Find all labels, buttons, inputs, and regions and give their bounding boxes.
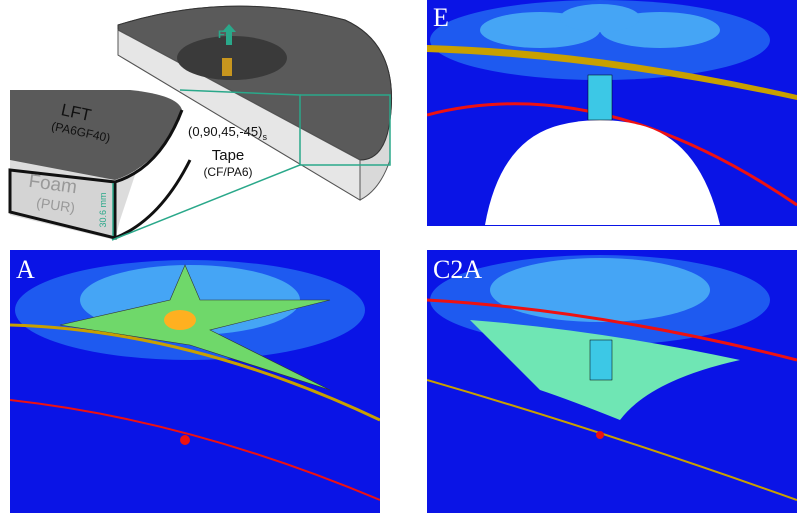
panel-label: C2A [433, 255, 482, 284]
shape [590, 340, 612, 380]
shape [560, 4, 640, 32]
force-label: F [218, 29, 225, 41]
shape [164, 310, 196, 330]
figure: F LFT (PA6GF40) (0,90,45,-45)s Tape (CF/… [0, 0, 797, 513]
shape: (0,90,45,-45) [188, 124, 262, 139]
panel-c2a: C2A [427, 250, 797, 513]
shape [490, 258, 710, 322]
shape [596, 431, 604, 439]
shape: s [262, 132, 267, 142]
tape-material: (CF/PA6) [203, 165, 252, 179]
panel-e: E [427, 0, 797, 226]
shape [588, 75, 612, 120]
panel-label: A [16, 255, 35, 284]
panel-label: E [433, 3, 449, 32]
thickness-label: 30.6 mm [98, 192, 108, 227]
layup: (0,90,45,-45)s [188, 124, 267, 142]
panel-a: A [10, 250, 380, 513]
shape [222, 58, 232, 76]
model-panel: F LFT (PA6GF40) (0,90,45,-45)s Tape (CF/… [10, 6, 392, 240]
tape-label: Tape [212, 147, 245, 164]
shape [180, 435, 190, 445]
